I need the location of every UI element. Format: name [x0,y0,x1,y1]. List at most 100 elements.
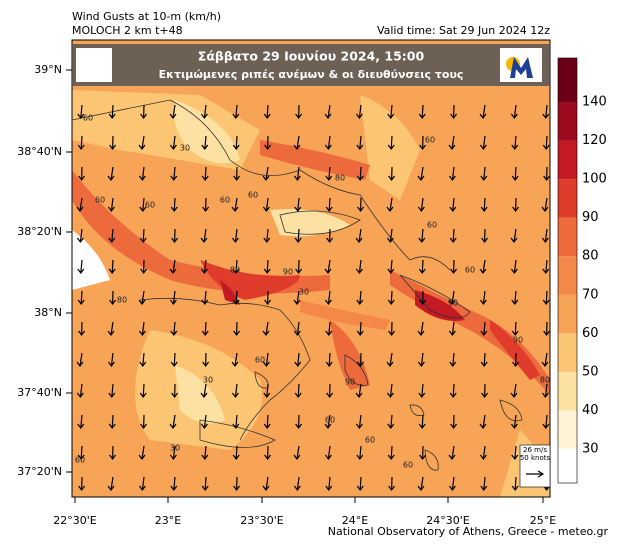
wind-arrow [294,352,302,367]
wind-arrow [263,259,271,274]
wind-arrow [356,290,364,305]
colorbar-bin [558,371,577,411]
contour-label: 30 [180,144,190,153]
wind-arrows [76,104,550,491]
map-frame [71,39,551,498]
wind-arrow [138,445,146,460]
wind-arrow [201,476,209,491]
wind-arrow [448,476,456,491]
wind-arrow [479,135,487,150]
lon-label: 22°30'E [53,514,97,527]
lon-label: 23°E [155,514,181,527]
wind-arrow [295,414,303,429]
wind-arrow [108,259,116,274]
contour-label: 80 [335,174,345,183]
contour-label: 80 [540,376,550,385]
wind-arrow [201,135,209,150]
wind-arrow [200,383,208,398]
lon-label: 24°E [342,514,368,527]
wind-arrow [231,383,239,398]
wind-arrow [139,352,147,367]
wind-arrow [325,476,333,491]
wind-arrow [202,197,210,212]
wind-arrow [139,197,147,212]
wind-arrow [417,197,425,212]
banner-subtitle: Εκτιμώμενες ριπές ανέμων & οι διευθύνσει… [159,68,464,81]
wind-arrow [511,135,519,150]
wind-arrow [324,290,332,305]
wind-arrow [138,166,146,181]
wind-arrow [294,197,302,212]
colorbar-bin [558,294,577,334]
wind-arrow [386,352,394,367]
banner-date: Σάββατο 29 Ιουνίου 2024, 15:00 [198,49,425,64]
wind-arrow [107,197,115,212]
wind-arrow [510,228,518,243]
wind-arrow [511,445,519,460]
wind-arrow [108,414,116,429]
key-speed: 26 m/s [523,446,547,454]
wind-arrow [388,166,396,181]
wind-arrow [417,476,425,491]
wind-arrow [387,104,395,119]
wind-arrow [357,352,365,367]
contour-label: 80 [117,296,127,305]
wind-arrow [263,104,271,119]
colorbar-label: 140 [582,95,607,110]
wind-arrow [295,104,303,119]
wind-arrow [77,414,85,429]
wind-arrow [357,197,365,212]
wind-arrow [449,228,457,243]
wind-arrow [233,321,241,336]
colorbar-label: 70 [582,287,599,302]
wind-arrow [107,166,115,181]
contour-label: 60 [325,416,335,425]
wind-arrow [264,135,272,150]
wind-arrow [324,259,332,274]
wind-arrow [77,104,85,119]
wind-arrow [169,259,177,274]
contour-label: 60 [220,196,230,205]
wind-arrow [76,352,84,367]
wind-arrow [263,228,271,243]
wind-arrow [138,321,146,336]
colorbar-bin [558,58,577,102]
wind-arrow [108,228,116,243]
wind-arrow [542,259,550,274]
contour-label: 60 [145,201,155,210]
wind-arrow [263,414,271,429]
wind-arrow [201,321,209,336]
wind-arrow [140,259,148,274]
wind-arrow [479,104,487,119]
wind-arrow [356,476,364,491]
colorbar-bin [558,140,577,180]
wind-arrow [140,414,148,429]
colorbar-label: 90 [582,210,599,225]
wind-arrow [77,290,85,305]
wind-arrow [448,290,456,305]
lat-label: 37°40'N [17,386,62,399]
wind-arrow [140,104,148,119]
wind-arrow [325,166,333,181]
wind-arrow [262,476,270,491]
wind-arrow [355,383,363,398]
wind-arrow [512,197,520,212]
contour-label: 90 [448,299,458,308]
wind-arrow [201,290,209,305]
wind-arrow [543,321,550,336]
contour-label: 30 [299,288,309,297]
wind-arrow [231,228,239,243]
wind-arrow [262,321,270,336]
wind-arrow [419,290,427,305]
wind-arrow [232,414,240,429]
wind-arrow [448,321,456,336]
colorbar-bin [558,102,577,141]
wind-arrow [387,445,395,460]
valid-time: Valid time: Sat 29 Jun 2024 12z [377,24,550,37]
wind-arrow [356,166,364,181]
wind-arrow [325,352,333,367]
wind-arrow [293,445,301,460]
contour-label: 80 [230,266,240,275]
wind-arrow [481,383,489,398]
